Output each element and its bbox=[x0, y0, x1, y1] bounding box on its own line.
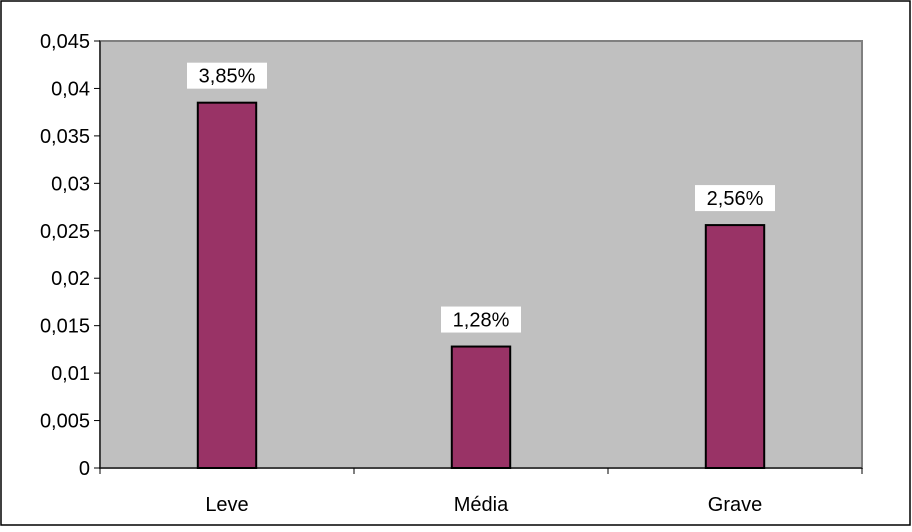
y-tick-label: 0 bbox=[79, 458, 90, 480]
y-axis: 0 0,005 0,01 0,015 0,02 0,025 0,03 0,035 0,04 0,0… bbox=[40, 31, 101, 480]
y-tick-label: 0,03 bbox=[51, 173, 90, 195]
x-tick-label: Leve bbox=[205, 494, 248, 516]
y-tick-label: 0,01 bbox=[51, 363, 90, 385]
y-tick-label: 0,04 bbox=[51, 78, 90, 100]
y-tick-label: 0,005 bbox=[40, 411, 90, 433]
data-label-background bbox=[187, 62, 267, 89]
y-tick-label: 0,015 bbox=[40, 316, 90, 338]
y-tick-label: 0,045 bbox=[40, 31, 90, 53]
bar-grave bbox=[704, 224, 766, 469]
x-tick-label: Grave bbox=[708, 494, 762, 516]
data-label: 1,28% bbox=[453, 310, 510, 332]
bar-media bbox=[450, 345, 512, 470]
y-tick-label: 0,025 bbox=[40, 221, 90, 243]
y-tick-label: 0,02 bbox=[51, 268, 90, 290]
x-tick-label: Média bbox=[454, 494, 509, 516]
bar-leve bbox=[196, 101, 258, 470]
bars bbox=[196, 101, 766, 470]
x-axis: Leve Média Grave bbox=[99, 467, 863, 516]
data-label: 2,56% bbox=[707, 188, 764, 210]
data-labels: 3,85% 1,28% 2,56% bbox=[187, 62, 775, 333]
y-tick-label: 0,035 bbox=[40, 126, 90, 148]
data-label-background bbox=[695, 185, 775, 212]
data-label-background bbox=[441, 306, 521, 333]
data-label: 3,85% bbox=[199, 66, 256, 88]
